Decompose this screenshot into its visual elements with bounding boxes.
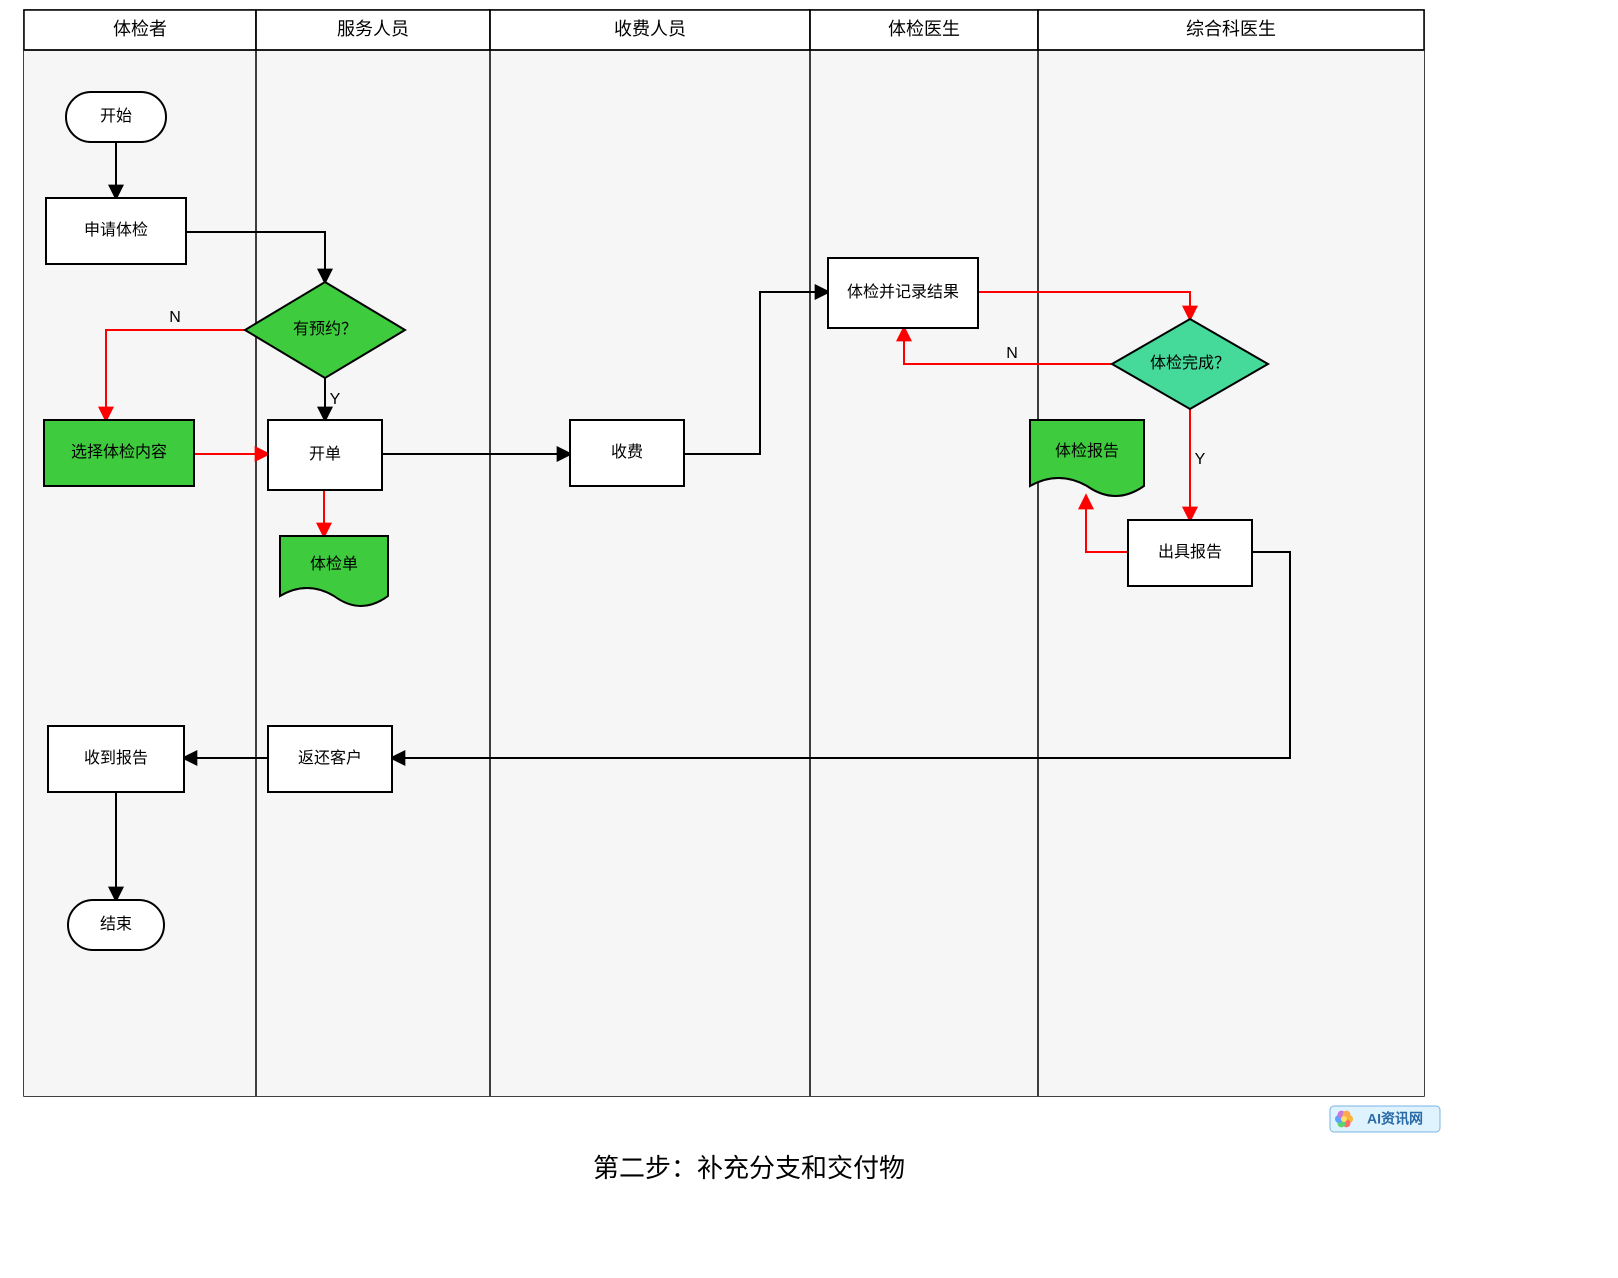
- diagram-root: 体检者 服务人员 收费人员 体检医生 综合科医生 N Y N Y 开始申请体检有预约？ 选择体检内容…: [0, 0, 1618, 1278]
- svg-text:Y: Y: [330, 391, 341, 408]
- svg-text:N: N: [169, 309, 181, 326]
- svg-text:体检医生: 体检医生: [888, 19, 960, 39]
- svg-text:收费人员: 收费人员: [614, 19, 686, 39]
- svg-text:综合科医生: 综合科医生: [1186, 19, 1276, 39]
- svg-text:结束: 结束: [100, 915, 132, 933]
- svg-text:体检报告: 体检报告: [1055, 442, 1119, 460]
- svg-text:选择体检内容: 选择体检内容: [71, 443, 167, 461]
- svg-text:申请体检: 申请体检: [84, 221, 148, 239]
- svg-text:开始: 开始: [100, 107, 132, 125]
- svg-text:体检单: 体检单: [310, 555, 358, 573]
- svg-text:体检并记录结果: 体检并记录结果: [847, 283, 959, 301]
- svg-text:出具报告: 出具报告: [1158, 543, 1222, 561]
- svg-text:第二步：补充分支和交付物: 第二步：补充分支和交付物: [593, 1153, 905, 1183]
- svg-text:AI资讯网: AI资讯网: [1367, 1111, 1423, 1127]
- svg-text:Y: Y: [1195, 451, 1206, 468]
- svg-text:返还客户: 返还客户: [298, 749, 362, 767]
- svg-text:有预约？: 有预约？: [293, 320, 357, 338]
- svg-text:收费: 收费: [611, 443, 643, 461]
- svg-text:服务人员: 服务人员: [337, 19, 409, 39]
- svg-text:收到报告: 收到报告: [84, 749, 148, 767]
- svg-text:体检者: 体检者: [113, 19, 167, 39]
- svg-text:体检完成？: 体检完成？: [1150, 354, 1230, 372]
- flowchart-svg: 体检者 服务人员 收费人员 体检医生 综合科医生 N Y N Y 开始申请体检有预约？ 选择体检内容…: [0, 0, 1618, 1278]
- svg-text:N: N: [1006, 345, 1018, 362]
- svg-text:开单: 开单: [309, 445, 341, 463]
